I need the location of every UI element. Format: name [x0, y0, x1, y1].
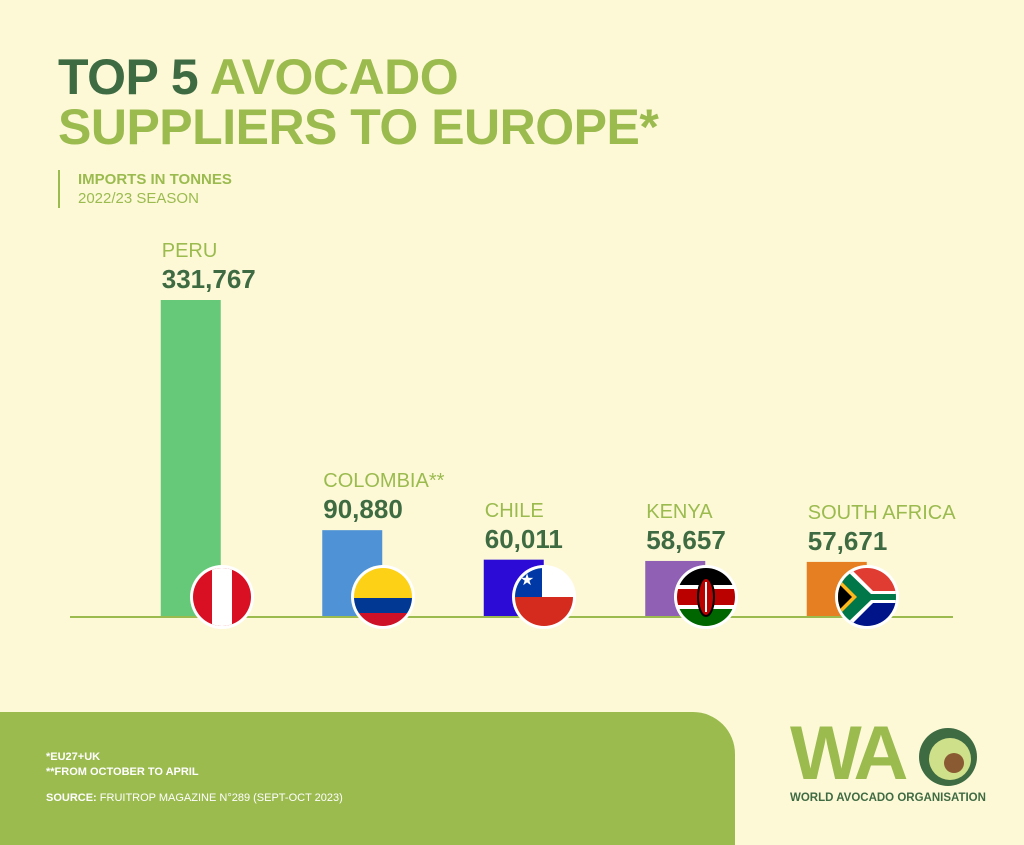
value-label: 58,657 — [646, 524, 726, 555]
chart: ★ — [70, 300, 953, 629]
category-label: CHILE — [484, 499, 544, 522]
value-label: 57,671 — [807, 525, 888, 556]
title-rest: AVOCADO SUPPLIERS TO EUROPE* — [58, 49, 659, 155]
logo-avocado — [919, 728, 977, 786]
category-label: KENYA — [646, 500, 713, 523]
subtitle-line: 2022/23 SEASON — [78, 190, 199, 207]
source-text: FRUITROP MAGAZINE N°289 (SEPT-OCT 2023) — [99, 792, 343, 804]
category-label: COLOMBIA** — [323, 470, 445, 493]
title: TOP 5 AVOCADO SUPPLIERS TO EUROPE* — [58, 52, 738, 152]
value-label: 331,767 — [161, 264, 256, 294]
category-label: PERU — [161, 240, 218, 262]
logo-letters: WA — [790, 711, 908, 796]
value-label: 60,011 — [484, 523, 563, 554]
value-label: 90,880 — [323, 494, 403, 525]
flag-kenya — [677, 568, 735, 626]
footer-panel: *EU27+UK **FROM OCTOBER TO APRIL SOURCE:… — [0, 712, 735, 845]
note: *EU27+UK — [46, 751, 101, 763]
category-label: SOUTH AFRICA — [807, 501, 956, 524]
bar — [160, 300, 221, 617]
notes: *EU27+UK **FROM OCTOBER TO APRIL — [46, 750, 199, 780]
logo-name: WORLD AVOCADO ORGANISATION — [790, 792, 986, 804]
source-label: SOURCE: — [46, 792, 97, 804]
flags: ★ — [190, 565, 899, 629]
note: **FROM OCTOBER TO APRIL — [46, 766, 199, 778]
subtitle-line: IMPORTS IN TONNES — [78, 171, 232, 188]
flag-peru — [193, 568, 251, 626]
subtitle: IMPORTS IN TONNES 2022/23 SEASON — [58, 170, 232, 208]
source: SOURCE: FRUITROP MAGAZINE N°289 (SEPT-OC… — [46, 792, 343, 804]
title-lead: TOP 5 — [58, 49, 199, 105]
